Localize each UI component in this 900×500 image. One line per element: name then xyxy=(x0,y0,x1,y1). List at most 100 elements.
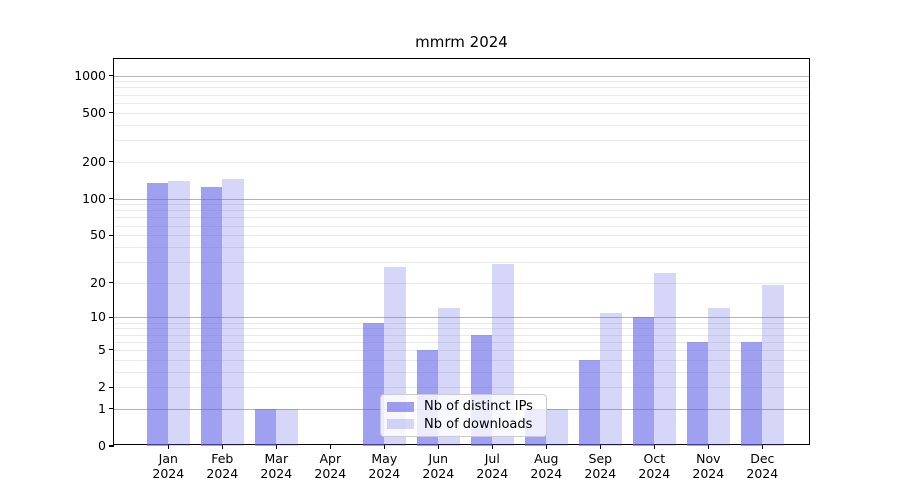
x-label-year: 2024 xyxy=(260,466,293,481)
gridline-6 xyxy=(114,341,809,343)
x-label-month: Aug xyxy=(534,451,559,466)
bar-nb-of-downloads-aug-2024 xyxy=(546,408,568,446)
gridline-600 xyxy=(114,102,809,104)
x-label-month: May xyxy=(371,451,398,466)
gridline-80 xyxy=(114,210,809,212)
y-tickmark-50 xyxy=(109,234,114,236)
y-tick-label-0: 0 xyxy=(98,438,106,453)
x-label-year: 2024 xyxy=(530,466,563,481)
x-tickmark-7 xyxy=(545,444,547,449)
y-tickmark-2 xyxy=(109,386,114,388)
y-tickmark-0 xyxy=(109,445,114,447)
gridline-90 xyxy=(114,204,809,206)
x-label-year: 2024 xyxy=(152,466,185,481)
chart-title: mmrm 2024 xyxy=(415,33,508,51)
x-label-month: Apr xyxy=(319,451,342,466)
y-tick-label-10: 10 xyxy=(90,309,106,325)
bar-nb-of-downloads-feb-2024 xyxy=(222,178,244,446)
x-label-month: Feb xyxy=(211,451,234,466)
x-label-month: Mar xyxy=(264,451,289,466)
gridline-5 xyxy=(114,349,809,351)
gridline-200 xyxy=(114,161,809,163)
bar-nb-of-downloads-dec-2024 xyxy=(762,285,784,446)
gridline-9 xyxy=(114,322,809,324)
x-tickmark-2 xyxy=(275,444,277,449)
gridline-2 xyxy=(114,387,809,389)
x-label-year: 2024 xyxy=(476,466,509,481)
legend-label-distinct-ips: Nb of distinct IPs xyxy=(424,399,533,415)
x-tickmark-3 xyxy=(329,444,331,449)
bar-nb-of-downloads-mar-2024 xyxy=(276,408,298,446)
x-label-month: Jan xyxy=(158,451,178,466)
x-tick-label-7: Aug 2024 xyxy=(514,451,578,481)
y-tick-label-500: 500 xyxy=(82,104,106,120)
x-tickmark-5 xyxy=(437,444,439,449)
x-tickmark-9 xyxy=(653,444,655,449)
y-tickmark-1000 xyxy=(109,74,114,77)
x-label-month: Jun xyxy=(428,451,449,466)
legend-row-downloads: Nb of downloads xyxy=(387,417,540,432)
x-label-year: 2024 xyxy=(692,466,725,481)
gridline-70 xyxy=(114,217,809,219)
y-tickmark-10 xyxy=(109,316,114,318)
gridline-60 xyxy=(114,225,809,227)
bar-nb-of-downloads-oct-2024 xyxy=(654,273,676,446)
x-tickmark-0 xyxy=(167,444,169,449)
gridline-900 xyxy=(114,81,809,83)
gridline-8 xyxy=(114,328,809,330)
x-tickmark-1 xyxy=(221,444,223,449)
x-label-year: 2024 xyxy=(314,466,347,481)
gridline-50 xyxy=(114,235,809,237)
legend-swatch-downloads xyxy=(387,419,414,430)
bar-nb-of-distinct-ips-sep-2024 xyxy=(578,359,601,446)
x-tickmark-4 xyxy=(383,444,385,449)
x-tickmark-10 xyxy=(707,444,709,449)
x-tick-label-4: May 2024 xyxy=(352,451,416,481)
bar-nb-of-distinct-ips-nov-2024 xyxy=(686,341,709,446)
gridline-20 xyxy=(114,282,809,284)
gridline-4 xyxy=(114,359,809,361)
x-tick-label-5: Jun 2024 xyxy=(406,451,470,481)
y-tick-label-20: 20 xyxy=(90,274,106,290)
gridline-10 xyxy=(114,317,809,319)
y-tick-label-50: 50 xyxy=(90,227,106,243)
gridline-400 xyxy=(114,124,809,126)
y-tickmark-100 xyxy=(109,197,114,200)
x-label-month: Sep xyxy=(588,451,613,466)
y-tick-label-2: 2 xyxy=(98,379,106,395)
bar-nb-of-distinct-ips-jan-2024 xyxy=(146,183,169,446)
y-tick-label-100: 100 xyxy=(82,190,106,206)
x-label-month: Oct xyxy=(643,451,666,466)
y-tickmark-5 xyxy=(109,349,114,351)
gridline-300 xyxy=(114,139,809,141)
legend: Nb of distinct IPs Nb of downloads xyxy=(380,394,547,437)
legend-row-distinct-ips: Nb of distinct IPs xyxy=(387,399,540,414)
gridline-1000 xyxy=(114,75,809,77)
y-tickmark-1 xyxy=(109,408,114,410)
gridline-3 xyxy=(114,371,809,373)
bar-nb-of-downloads-sep-2024 xyxy=(600,312,622,446)
x-tick-label-10: Nov 2024 xyxy=(676,451,740,481)
gridline-7 xyxy=(114,334,809,336)
x-label-month: Dec xyxy=(750,451,775,466)
y-tickmark-500 xyxy=(109,112,114,114)
x-tick-label-9: Oct 2024 xyxy=(622,451,686,481)
x-label-month: Jul xyxy=(484,451,500,466)
bar-nb-of-downloads-jan-2024 xyxy=(168,180,190,446)
legend-swatch-distinct-ips xyxy=(387,401,414,412)
bar-nb-of-distinct-ips-oct-2024 xyxy=(632,317,655,446)
x-tick-label-6: Jul 2024 xyxy=(460,451,524,481)
gridline-500 xyxy=(114,112,809,114)
gridline-30 xyxy=(114,261,809,263)
x-label-year: 2024 xyxy=(422,466,455,481)
x-tick-label-11: Dec 2024 xyxy=(730,451,794,481)
y-tick-label-5: 5 xyxy=(98,341,106,357)
plot-area: Nb of distinct IPs Nb of downloads 0 1 2 5 1… xyxy=(74,58,810,481)
x-tick-label-8: Sep 2024 xyxy=(568,451,632,481)
x-tick-label-3: Apr 2024 xyxy=(298,451,362,481)
x-label-year: 2024 xyxy=(638,466,671,481)
x-tick-label-0: Jan 2024 xyxy=(136,451,200,481)
bar-nb-of-distinct-ips-mar-2024 xyxy=(254,408,277,446)
bar-nb-of-distinct-ips-dec-2024 xyxy=(740,341,763,446)
